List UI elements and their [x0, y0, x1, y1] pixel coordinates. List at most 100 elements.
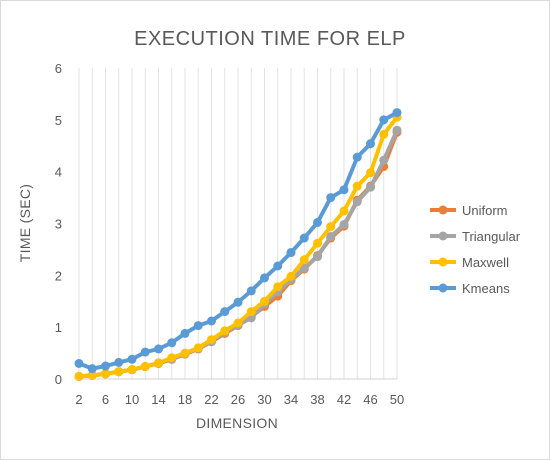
- data-point-triangular-20: [339, 220, 349, 230]
- data-point-maxwell-15: [273, 282, 283, 292]
- data-point-maxwell-10: [207, 335, 216, 345]
- legend-item-uniform: Uniform: [430, 203, 508, 218]
- data-point-maxwell-2: [101, 369, 110, 379]
- data-point-kmeans-15: [273, 261, 283, 271]
- legend-item-kmeans: Kmeans: [430, 281, 510, 296]
- y-tick-label-6: 6: [55, 61, 62, 76]
- data-point-maxwell-4: [127, 365, 137, 375]
- series-layer: [74, 108, 402, 381]
- data-point-maxwell-18: [313, 238, 322, 248]
- data-point-maxwell-8: [180, 348, 190, 358]
- data-point-maxwell-16: [286, 271, 296, 281]
- x-tick-label-8: 34: [284, 392, 298, 407]
- y-tick-label-3: 3: [55, 217, 62, 232]
- data-point-kmeans-10: [207, 316, 216, 326]
- x-tick-label-3: 14: [151, 392, 165, 407]
- data-point-kmeans-1: [87, 364, 97, 374]
- data-point-triangular-17: [299, 263, 309, 273]
- y-tick-label-4: 4: [55, 165, 62, 180]
- legend-label-uniform: Uniform: [462, 203, 508, 218]
- data-point-maxwell-3: [114, 367, 124, 377]
- x-tick-label-7: 30: [257, 392, 271, 407]
- x-tick-label-1: 6: [102, 392, 109, 407]
- data-point-maxwell-21: [352, 181, 362, 191]
- legend-swatch-marker-triangular: [438, 231, 448, 241]
- x-tick-label-5: 22: [204, 392, 218, 407]
- data-point-maxwell-17: [299, 255, 309, 265]
- data-point-kmeans-3: [114, 357, 124, 367]
- y-axis-ticks: 0 1 2 3 4 5 6: [55, 61, 62, 387]
- data-point-triangular-23: [379, 155, 389, 165]
- legend-label-kmeans: Kmeans: [462, 281, 510, 296]
- x-tick-label-2: 10: [125, 392, 139, 407]
- data-point-kmeans-0: [74, 358, 84, 368]
- data-point-maxwell-13: [246, 307, 256, 317]
- data-point-maxwell-11: [220, 326, 230, 336]
- data-point-kmeans-7: [167, 338, 177, 348]
- data-point-maxwell-1: [87, 370, 97, 380]
- series-maxwell: [74, 112, 402, 381]
- data-point-triangular-22: [366, 182, 375, 192]
- data-point-maxwell-22: [366, 168, 375, 178]
- chart-title: EXECUTION TIME FOR ELP: [134, 28, 406, 50]
- y-axis-title: TIME (SEC): [17, 184, 33, 262]
- data-point-triangular-18: [313, 252, 322, 262]
- legend-label-triangular: Triangular: [462, 229, 521, 244]
- data-point-triangular-19: [326, 231, 336, 241]
- data-point-kmeans-13: [246, 286, 256, 296]
- legend-item-maxwell: Maxwell: [430, 255, 509, 270]
- data-point-kmeans-14: [260, 273, 269, 283]
- data-point-kmeans-18: [313, 217, 322, 227]
- data-point-maxwell-5: [140, 362, 150, 372]
- data-point-maxwell-6: [154, 358, 163, 368]
- data-point-kmeans-6: [154, 344, 163, 354]
- x-tick-label-10: 42: [337, 392, 351, 407]
- data-point-kmeans-12: [233, 297, 243, 307]
- data-point-maxwell-19: [326, 222, 336, 232]
- y-tick-label-0: 0: [55, 372, 62, 387]
- data-point-maxwell-9: [193, 343, 203, 353]
- legend: Uniform Triangular Maxwell Kmeans: [430, 203, 521, 296]
- data-point-kmeans-19: [326, 193, 336, 203]
- data-point-kmeans-5: [140, 347, 150, 357]
- legend-swatch-marker-maxwell: [438, 257, 448, 267]
- data-point-kmeans-24: [392, 108, 402, 118]
- data-point-kmeans-21: [352, 152, 362, 162]
- x-axis-title: DIMENSION: [196, 415, 278, 431]
- x-tick-label-4: 18: [178, 392, 192, 407]
- y-tick-label-1: 1: [55, 320, 62, 335]
- y-tick-label-5: 5: [55, 113, 62, 128]
- data-point-kmeans-9: [193, 321, 203, 331]
- data-point-maxwell-14: [260, 296, 269, 306]
- x-tick-label-6: 26: [231, 392, 245, 407]
- data-point-maxwell-0: [74, 371, 84, 381]
- data-point-kmeans-20: [339, 185, 349, 195]
- data-point-kmeans-4: [127, 354, 137, 364]
- data-point-maxwell-7: [167, 353, 177, 363]
- data-point-kmeans-11: [220, 307, 230, 317]
- x-tick-label-12: 50: [390, 392, 404, 407]
- y-tick-label-2: 2: [55, 268, 62, 283]
- data-point-triangular-24: [392, 125, 402, 135]
- x-axis-ticks: 2 6 10 14 18 22 26 30 34 38 42 46 50: [75, 392, 404, 407]
- gridlines: [78, 68, 398, 379]
- x-tick-label-9: 38: [310, 392, 324, 407]
- legend-swatch-marker-kmeans: [438, 283, 448, 293]
- data-point-triangular-21: [352, 197, 362, 207]
- data-point-kmeans-8: [180, 328, 190, 338]
- legend-item-triangular: Triangular: [430, 229, 521, 244]
- legend-label-maxwell: Maxwell: [462, 255, 509, 270]
- data-point-kmeans-22: [366, 139, 375, 149]
- data-point-kmeans-23: [379, 115, 389, 125]
- data-point-maxwell-23: [379, 129, 389, 139]
- data-point-maxwell-12: [233, 318, 243, 328]
- x-tick-label-0: 2: [75, 392, 82, 407]
- data-point-kmeans-2: [101, 361, 110, 371]
- series-kmeans: [74, 108, 402, 374]
- data-point-maxwell-20: [339, 206, 349, 216]
- data-point-kmeans-17: [299, 233, 309, 243]
- x-tick-label-11: 46: [363, 392, 377, 407]
- data-point-kmeans-16: [286, 248, 296, 258]
